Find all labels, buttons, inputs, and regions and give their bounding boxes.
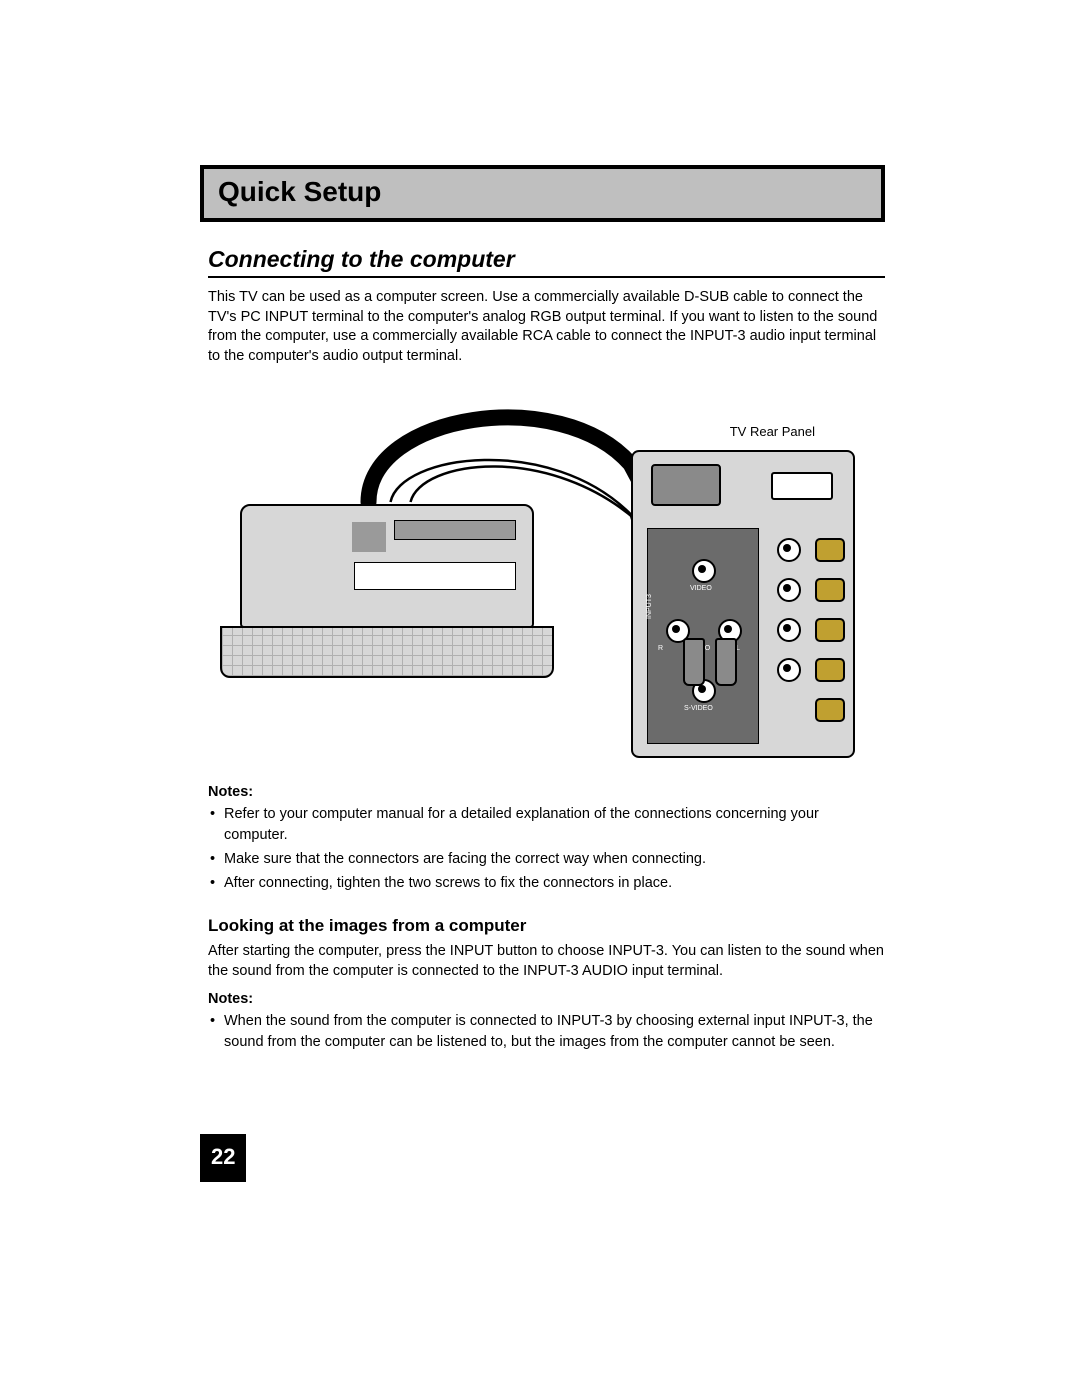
rca-gold-3 [815,618,845,642]
computer-panel-square [352,522,386,552]
vga-plug [651,464,721,506]
label-input3: INPUT3 [646,594,653,619]
notes1-item: Make sure that the connectors are facing… [224,849,885,870]
rca-video [692,559,716,583]
looking-body: After starting the computer, press the I… [208,942,885,981]
label-video: VIDEO [690,585,712,592]
tv-rear-panel-label: TV Rear Panel [730,424,815,439]
rca-gold-5 [815,698,845,722]
computer-case [240,504,534,628]
notes1-item: After connecting, tighten the two screws… [224,873,885,894]
notes1-list: Refer to your computer manual for a deta… [208,804,885,894]
rca-right-1 [777,538,801,562]
rca-right-4 [777,658,801,682]
section-header-box: Quick Setup [200,165,885,222]
floppy-drive [394,520,516,540]
tv-rear-panel: INPUT3 VIDEO R AUDIO L S-VIDEO [631,450,855,758]
rca-gold-1 [815,538,845,562]
notes2-item: When the sound from the computer is conn… [224,1011,885,1053]
rca-right-2 [777,578,801,602]
label-audio-r: R [658,645,663,652]
input3-panel: INPUT3 VIDEO R AUDIO L S-VIDEO [647,528,759,744]
rca-right-3 [777,618,801,642]
section-title: Quick Setup [218,176,381,207]
vga-port-2 [771,472,833,500]
rca-gold-2 [815,578,845,602]
subheading-connecting: Connecting to the computer [208,246,885,278]
manual-page: Quick Setup Connecting to the computer T… [0,0,1080,1397]
rca-gold-4 [815,658,845,682]
section-header-inner: Quick Setup [204,169,881,218]
notes2-heading: Notes: [208,991,885,1007]
label-svideo: S-VIDEO [684,705,713,712]
audio-plug-l [715,638,737,686]
audio-plug-r [683,638,705,686]
notes2-list: When the sound from the computer is conn… [208,1011,885,1053]
connecting-body: This TV can be used as a computer screen… [208,288,885,366]
notes1-item: Refer to your computer manual for a deta… [224,804,885,846]
notes1-heading: Notes: [208,784,885,800]
connection-diagram: TV Rear Panel INPUT3 [200,394,885,764]
page-number: 22 [200,1134,246,1182]
subsection-looking: Looking at the images from a computer [208,916,885,936]
cd-drive [354,562,516,590]
keyboard [220,626,554,678]
